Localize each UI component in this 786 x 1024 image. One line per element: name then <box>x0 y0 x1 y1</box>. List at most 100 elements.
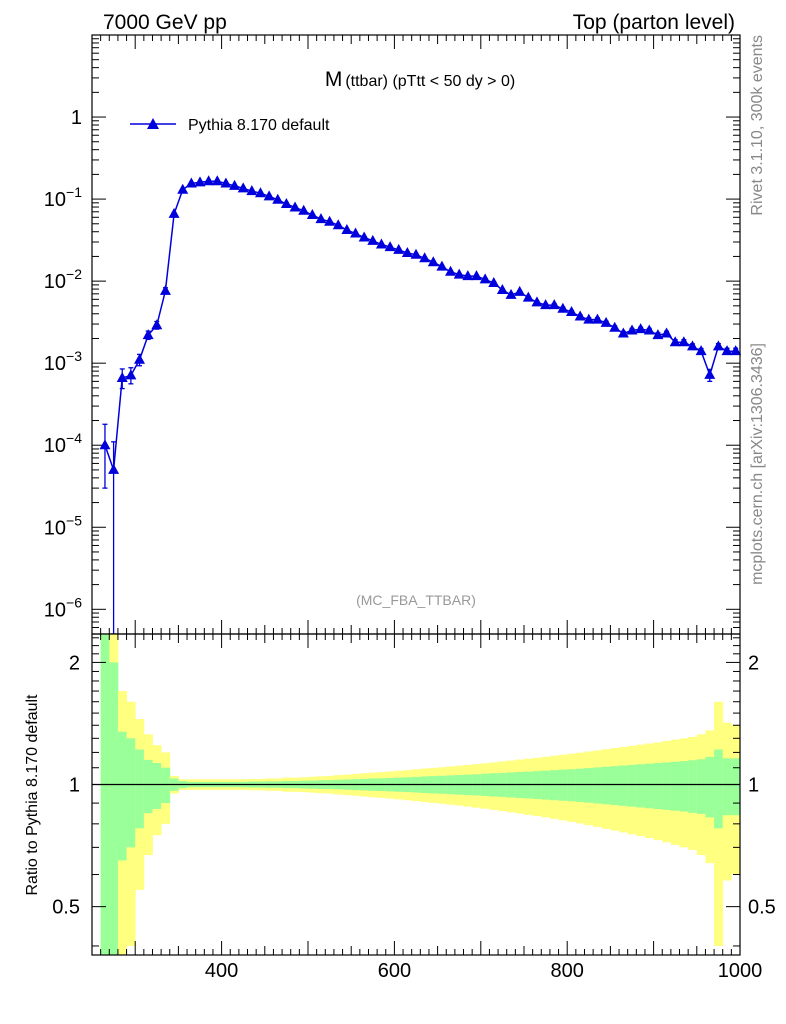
data-point <box>263 190 275 201</box>
ratio-y-tick-label-right: 2 <box>748 652 759 674</box>
ratio-inner-band <box>558 769 568 801</box>
ratio-inner-band <box>653 762 663 810</box>
data-point <box>609 321 621 332</box>
data-point <box>324 215 336 226</box>
ratio-y-tick-labels: 0.5 0.5 1 1 2 2 <box>52 652 776 918</box>
data-point <box>159 284 171 295</box>
tick-label-exponent: −3 <box>66 348 82 364</box>
data-point <box>393 243 405 254</box>
data-point <box>220 177 232 188</box>
tick-label-exponent: −1 <box>66 184 82 200</box>
ratio-y-tick-label-left: 2 <box>69 652 80 674</box>
ratio-inner-band <box>117 731 127 861</box>
tick-label-exponent: −4 <box>66 430 82 446</box>
ratio-inner-band <box>549 770 559 801</box>
main-y-tick-label: 10−4 <box>44 430 82 457</box>
main-y-tick-label: 10−2 <box>44 266 82 293</box>
data-point <box>522 291 534 302</box>
ratio-inner-band <box>593 767 603 804</box>
ratio-inner-band <box>126 738 136 848</box>
data-point <box>470 270 482 281</box>
data-point <box>177 183 189 194</box>
data-point <box>686 340 698 351</box>
data-point <box>168 207 180 218</box>
data-point <box>695 345 707 356</box>
ratio-inner-band <box>584 768 594 803</box>
tick-label-base: 10 <box>44 353 66 375</box>
data-point <box>410 248 422 259</box>
data-point <box>125 369 137 380</box>
tick-label-exponent: −2 <box>66 266 82 282</box>
data-point <box>211 175 223 186</box>
data-point <box>661 327 673 338</box>
main-y-tick-label: 10−5 <box>44 512 82 539</box>
data-point <box>730 345 742 356</box>
data-point <box>453 268 465 279</box>
x-tick-labels: 400 600 800 1000 <box>205 960 762 982</box>
data-point <box>427 256 439 267</box>
ratio-inner-band <box>619 765 629 806</box>
data-point <box>99 439 111 450</box>
data-point <box>401 247 413 258</box>
data-point <box>203 175 215 186</box>
plot-title-sub: (ttbar) (pTtt < 50 dy > 0) <box>345 73 515 90</box>
data-point <box>496 283 508 294</box>
data-point <box>600 316 612 327</box>
ratio-inner-band <box>705 756 715 818</box>
data-point <box>678 336 690 347</box>
data-point <box>272 193 284 204</box>
mcplots-reference-label: mcplots.cern.ch [arXiv:1306.3436] <box>749 343 766 585</box>
data-point <box>134 353 146 364</box>
rivet-version-label: Rivet 3.1.10, 300k events <box>749 35 766 216</box>
data-point <box>254 187 266 198</box>
data-point <box>375 238 387 249</box>
data-point <box>142 329 154 340</box>
x-tick-label: 600 <box>378 960 411 982</box>
ratio-inner-band <box>567 769 577 802</box>
data-point <box>350 227 362 238</box>
data-point <box>514 285 526 296</box>
data-point <box>574 310 586 321</box>
ratio-inner-band <box>610 766 620 806</box>
ratio-inner-band <box>714 749 724 829</box>
ratio-inner-band <box>636 764 646 808</box>
ratio-inner-band <box>722 758 732 816</box>
data-point <box>367 234 379 245</box>
ratio-inner-band <box>100 634 110 955</box>
data-point <box>445 265 457 276</box>
data-point <box>306 208 318 219</box>
ratio-inner-band <box>143 759 153 814</box>
data-point <box>194 176 206 187</box>
data-point <box>280 198 292 209</box>
data-point <box>566 306 578 317</box>
data-point <box>315 213 327 224</box>
main-y-tick-label: 10−1 <box>44 184 82 211</box>
data-point <box>652 329 664 340</box>
tick-label-base: 10 <box>44 599 66 621</box>
tick-label-base: 10 <box>44 435 66 457</box>
data-point <box>548 299 560 310</box>
data-point <box>583 313 595 324</box>
x-tick-label: 1000 <box>718 960 763 982</box>
data-point <box>108 463 120 474</box>
ratio-inner-band <box>627 764 637 807</box>
ratio-y-axis-label: Ratio to Pythia 8.170 default <box>24 694 41 896</box>
ratio-inner-band <box>662 762 672 810</box>
data-point <box>704 368 716 379</box>
data-point <box>289 201 301 212</box>
main-panel: 110−110−210−310−410−510−6 M (ttbar) (pTtt… <box>44 34 742 635</box>
data-point <box>229 179 241 190</box>
data-point <box>479 273 491 284</box>
tick-label-exponent: −6 <box>66 594 82 610</box>
data-point <box>617 327 629 338</box>
x-tick-label: 400 <box>205 960 238 982</box>
ratio-inner-band <box>601 766 611 805</box>
data-point <box>635 323 647 334</box>
data-point <box>557 302 569 313</box>
ratio-inner-band <box>731 758 741 816</box>
data-point <box>540 299 552 310</box>
tick-label-base: 10 <box>44 271 66 293</box>
data-point <box>116 371 128 382</box>
analysis-watermark: (MC_FBA_TTBAR) <box>356 592 476 608</box>
data-point <box>626 324 638 335</box>
